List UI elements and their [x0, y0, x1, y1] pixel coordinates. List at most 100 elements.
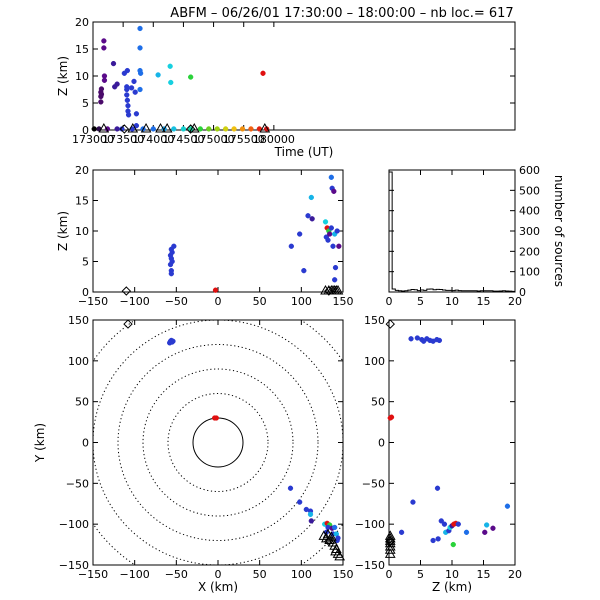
y-tick-label: 500 [519, 184, 540, 197]
x-axis-label: Time (UT) [274, 145, 334, 159]
data-point [167, 63, 173, 69]
data-point [124, 86, 130, 93]
y-tick-label: 0 [82, 437, 89, 450]
x-tick-label: 174000 [132, 133, 174, 146]
data-point [455, 521, 461, 527]
data-point [128, 85, 135, 91]
range-ring [192, 417, 244, 468]
y-tick-label: 0 [519, 286, 526, 299]
data-point [170, 338, 176, 344]
data-point [131, 78, 137, 85]
y-tick-label: 300 [519, 225, 540, 238]
data-point [167, 261, 174, 268]
y-tick-label: −150 [59, 559, 89, 572]
station-triangle [334, 550, 346, 561]
data-point [322, 219, 329, 225]
range-rings [93, 320, 343, 565]
data-point [336, 243, 342, 249]
data-point [463, 529, 470, 535]
x-tick-label: 174500 [162, 133, 204, 146]
plot-frame [92, 169, 344, 293]
data-point [124, 67, 131, 74]
station-diamond [119, 124, 130, 134]
x-axis-label: Z (km) [432, 580, 472, 594]
data-point [137, 86, 143, 93]
y-tick-label: −150 [355, 559, 385, 572]
x-tick-label: 180000 [253, 133, 295, 146]
data-point [414, 335, 421, 341]
range-ring [93, 320, 343, 565]
y-axis-label: number of sources [552, 175, 566, 287]
y-tick-label: 200 [519, 245, 540, 258]
data-point [305, 213, 311, 219]
data-point [188, 74, 194, 80]
x-tick-label: 150 [333, 295, 354, 308]
data-point [482, 529, 488, 535]
data-point [101, 77, 108, 83]
data-point [133, 111, 140, 117]
y-tick-label: 100 [364, 355, 385, 368]
x-tick-label: 173000 [72, 133, 114, 146]
data-point [438, 518, 444, 524]
data-point [248, 126, 254, 132]
data-point [125, 103, 131, 109]
x-tick-label: −100 [120, 568, 150, 581]
y-tick-label: 150 [364, 314, 385, 327]
data-point [328, 225, 334, 231]
y-tick-label: 150 [68, 314, 89, 327]
data-point [334, 228, 340, 234]
panel-z-vs-time: 1730001735001740001745001750001755001800… [56, 16, 516, 159]
data-point [388, 414, 395, 420]
plot-frame [388, 169, 516, 293]
x-tick-label: 20 [508, 568, 522, 581]
data-point [214, 126, 220, 132]
station-diamond [324, 286, 334, 296]
data-point [410, 499, 416, 505]
data-point [206, 126, 212, 132]
data-point [212, 415, 218, 421]
x-tick-label: 175000 [193, 133, 235, 146]
station-triangle [140, 122, 152, 133]
data-point [155, 72, 161, 78]
x-tick-label: −150 [78, 568, 108, 581]
data-point [436, 337, 443, 344]
x-tick-label: 0 [386, 568, 393, 581]
data-point [150, 126, 156, 132]
data-point [435, 536, 441, 542]
data-point [490, 525, 496, 531]
y-tick-label: −100 [59, 518, 89, 531]
y-tick-label: 600 [519, 164, 540, 177]
station-triangle [330, 545, 341, 556]
y-axis-label: Y (km) [33, 423, 47, 463]
data-point [110, 60, 117, 67]
data-point [430, 537, 436, 544]
x-tick-label: −50 [165, 568, 188, 581]
data-point [260, 70, 266, 76]
data-point [98, 99, 104, 105]
x-tick-label: 0 [215, 568, 222, 581]
station-triangle [155, 122, 166, 133]
station-diamond [385, 536, 395, 547]
range-ring [117, 344, 319, 541]
data-point [239, 126, 246, 132]
y-tick-label: 0 [378, 437, 385, 450]
y-tick-label: 50 [75, 396, 89, 409]
data-point [307, 511, 314, 518]
x-tick-label: 5 [417, 568, 424, 581]
y-tick-label: −50 [362, 477, 385, 490]
x-tick-label: 50 [253, 295, 267, 308]
data-point [331, 188, 337, 195]
x-tick-label: 10 [445, 568, 459, 581]
data-point [98, 86, 105, 92]
y-tick-label: 5 [82, 97, 89, 110]
station-diamond [385, 319, 395, 329]
x-tick-label: 15 [477, 568, 491, 581]
station-diamond [185, 124, 196, 134]
data-point [101, 38, 107, 44]
range-ring [93, 320, 343, 565]
x-tick-label: 100 [291, 295, 312, 308]
data-point [222, 126, 229, 132]
data-point [137, 70, 144, 76]
